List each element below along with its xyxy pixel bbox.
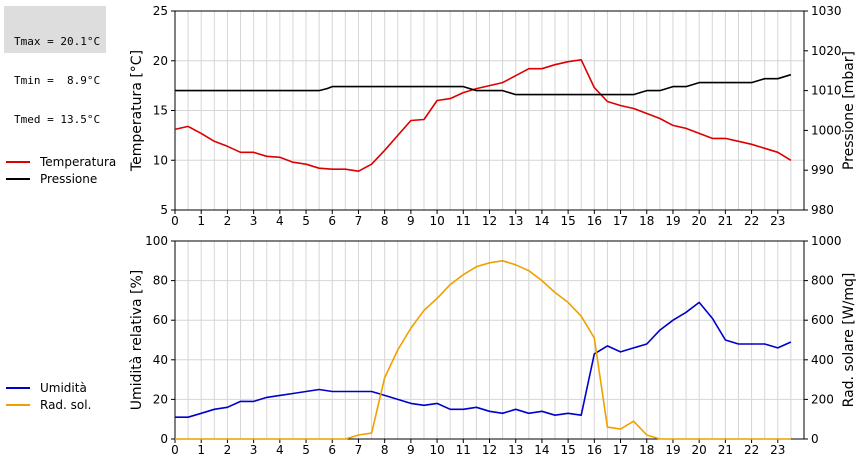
legend-swatch-temperatura bbox=[6, 160, 30, 163]
x-tick-label: 5 bbox=[302, 214, 310, 228]
y-tick-label-right: 1030 bbox=[811, 4, 842, 18]
x-tick-label: 22 bbox=[744, 443, 759, 457]
x-tick-label: 18 bbox=[639, 214, 654, 228]
x-tick-label: 19 bbox=[665, 443, 680, 457]
tmax-label: Tmax = 20.1°C bbox=[14, 35, 101, 48]
series-line-pressione bbox=[175, 73, 792, 96]
x-tick-label: 3 bbox=[250, 443, 258, 457]
y-tick-label-left: 0 bbox=[160, 432, 168, 446]
x-tick-label: 2 bbox=[224, 443, 232, 457]
x-tick-label: 7 bbox=[355, 443, 363, 457]
x-tick-label: 2 bbox=[224, 214, 232, 228]
x-tick-label: 18 bbox=[639, 443, 654, 457]
y-tick-label-left: 60 bbox=[153, 313, 168, 327]
x-tick-label: 23 bbox=[770, 214, 785, 228]
x-tick-label: 5 bbox=[302, 443, 310, 457]
x-tick-label: 8 bbox=[381, 443, 389, 457]
y-tick-label-left: 5 bbox=[160, 203, 168, 217]
x-tick-label: 15 bbox=[560, 214, 575, 228]
tmed-label: Tmed = 13.5°C bbox=[14, 113, 101, 126]
x-tick-label: 1 bbox=[197, 214, 205, 228]
x-tick-label: 10 bbox=[429, 214, 444, 228]
x-tick-label: 17 bbox=[613, 443, 628, 457]
legend-label-umidita: Umidità bbox=[40, 380, 87, 395]
y-tick-label-left: 40 bbox=[153, 353, 168, 367]
x-tick-label: 16 bbox=[587, 214, 602, 228]
x-tick-label: 9 bbox=[407, 214, 415, 228]
stats-box: Tmax = 20.1°C Tmin = 8.9°C Tmed = 13.5°C bbox=[4, 6, 106, 126]
x-tick-label: 0 bbox=[171, 214, 179, 228]
legend-item-umidita: Umidità bbox=[6, 379, 91, 396]
y-tick-label-left: 20 bbox=[153, 54, 168, 68]
x-tick-label: 14 bbox=[534, 443, 549, 457]
y-axis-label-right: Pressione [mbar] bbox=[841, 51, 857, 170]
y-tick-label-left: 10 bbox=[153, 153, 168, 167]
x-tick-label: 21 bbox=[718, 443, 733, 457]
legend-swatch-umidita bbox=[6, 386, 30, 389]
y-tick-label-right: 1000 bbox=[811, 123, 842, 137]
x-tick-label: 15 bbox=[560, 443, 575, 457]
x-tick-label: 7 bbox=[355, 214, 363, 228]
y-tick-label-right: 1010 bbox=[811, 84, 842, 98]
y-tick-label-left: 15 bbox=[153, 104, 168, 118]
x-tick-label: 6 bbox=[328, 214, 336, 228]
x-tick-label: 10 bbox=[429, 443, 444, 457]
legend-swatch-pressione bbox=[6, 177, 30, 180]
x-tick-label: 6 bbox=[328, 443, 336, 457]
x-tick-label: 12 bbox=[482, 443, 497, 457]
x-tick-label: 17 bbox=[613, 214, 628, 228]
legend-item-rad-sol: Rad. sol. bbox=[6, 396, 91, 413]
x-tick-label: 4 bbox=[276, 214, 284, 228]
y-tick-label-left: 80 bbox=[153, 274, 168, 288]
y-tick-label-left: 20 bbox=[153, 392, 168, 406]
y-tick-label-right: 600 bbox=[811, 313, 834, 327]
legend-bottom: Umidità Rad. sol. bbox=[6, 379, 91, 413]
x-tick-label: 9 bbox=[407, 443, 415, 457]
y-axis-label-left: Temperatura [°C] bbox=[129, 50, 145, 172]
series-line-umidit bbox=[175, 301, 792, 419]
y-tick-label-right: 1000 bbox=[811, 234, 842, 248]
y-tick-label-right: 400 bbox=[811, 353, 834, 367]
legend-label-rad-sol: Rad. sol. bbox=[40, 397, 92, 412]
x-tick-label: 20 bbox=[692, 214, 707, 228]
x-tick-label: 13 bbox=[508, 443, 523, 457]
x-tick-label: 13 bbox=[508, 214, 523, 228]
y-tick-label-right: 800 bbox=[811, 274, 834, 288]
x-tick-label: 19 bbox=[665, 214, 680, 228]
y-axis-label-right: Rad. solare [W/mq] bbox=[841, 273, 857, 408]
legend-label-pressione: Pressione bbox=[40, 171, 98, 186]
x-tick-label: 3 bbox=[250, 214, 258, 228]
y-tick-label-right: 990 bbox=[811, 163, 834, 177]
x-tick-label: 11 bbox=[456, 443, 471, 457]
legend-swatch-rad-sol bbox=[6, 403, 30, 406]
y-tick-label-left: 100 bbox=[145, 234, 168, 248]
legend-item-pressione: Pressione bbox=[6, 170, 116, 187]
x-tick-label: 21 bbox=[718, 214, 733, 228]
legend-label-temperatura: Temperatura bbox=[40, 154, 117, 169]
x-tick-label: 0 bbox=[171, 443, 179, 457]
x-tick-label: 4 bbox=[276, 443, 284, 457]
x-tick-label: 16 bbox=[587, 443, 602, 457]
x-tick-label: 23 bbox=[770, 443, 785, 457]
x-tick-label: 22 bbox=[744, 214, 759, 228]
y-tick-label-right: 0 bbox=[811, 432, 819, 446]
x-tick-label: 11 bbox=[456, 214, 471, 228]
x-tick-label: 12 bbox=[482, 214, 497, 228]
series-line-rad-sol bbox=[175, 259, 791, 440]
legend-top: Temperatura Pressione bbox=[6, 153, 116, 187]
y-tick-label-right: 200 bbox=[811, 392, 834, 406]
y-tick-label-right: 1020 bbox=[811, 44, 842, 58]
x-tick-label: 20 bbox=[692, 443, 707, 457]
legend-item-temperatura: Temperatura bbox=[6, 153, 116, 170]
y-axis-label-left: Umidità relativa [%] bbox=[129, 270, 145, 411]
series-line-temperatura bbox=[174, 58, 792, 172]
y-tick-label-left: 25 bbox=[153, 4, 168, 18]
tmin-label: Tmin = 8.9°C bbox=[14, 74, 101, 87]
x-tick-label: 14 bbox=[534, 214, 549, 228]
y-tick-label-right: 980 bbox=[811, 203, 834, 217]
x-tick-label: 1 bbox=[197, 443, 205, 457]
x-tick-label: 8 bbox=[381, 214, 389, 228]
